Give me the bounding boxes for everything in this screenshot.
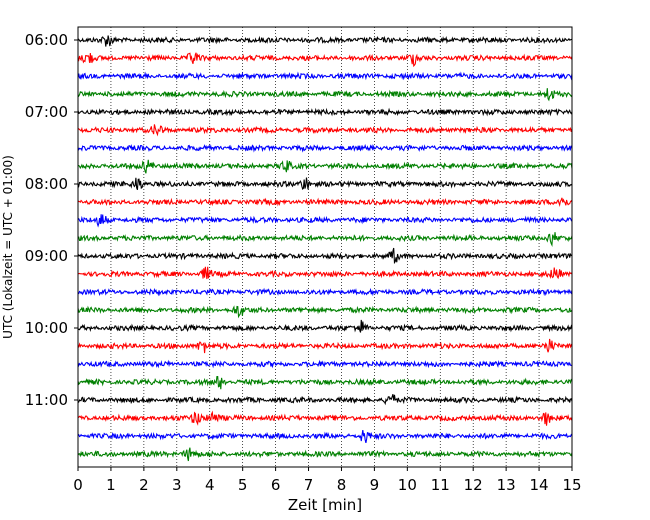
x-tick-label-0: 0 — [73, 476, 83, 494]
trace-1130 — [77, 430, 573, 444]
trace-0900 — [77, 247, 573, 265]
y-tick-label-0700: 07:00 — [25, 103, 68, 121]
x-tick-label-13: 13 — [497, 476, 516, 494]
y-tick-label-1000: 10:00 — [25, 319, 68, 337]
trace-0645 — [77, 88, 573, 102]
x-tick-label-11: 11 — [431, 476, 450, 494]
x-tick-label-3: 3 — [172, 476, 182, 494]
y-axis-label: UTC (Lokalzeit = UTC + 01:00) — [1, 155, 15, 339]
x-axis-label: Zeit [min] — [288, 496, 362, 514]
x-tick-label-15: 15 — [562, 476, 581, 494]
grid-lines — [110, 27, 540, 467]
trace-1030 — [77, 359, 573, 369]
y-tick-label-0900: 09:00 — [25, 247, 68, 265]
trace-0700 — [77, 107, 573, 117]
trace-0800 — [77, 177, 573, 191]
trace-0930 — [77, 287, 573, 297]
trace-1015 — [77, 338, 573, 354]
trace-1045 — [77, 375, 573, 390]
x-tick-label-4: 4 — [205, 476, 215, 494]
trace-0830 — [77, 214, 573, 228]
trace-1115 — [77, 410, 573, 426]
x-tick-label-12: 12 — [464, 476, 483, 494]
x-axis-ticks: 0 1 2 3 4 5 6 7 8 9 10 11 12 13 14 15 — [73, 467, 582, 494]
x-tick-label-7: 7 — [304, 476, 314, 494]
trace-0730 — [77, 143, 573, 153]
y-tick-label-0800: 08:00 — [25, 175, 68, 193]
trace-0745 — [77, 159, 573, 174]
trace-0715 — [77, 124, 573, 137]
trace-0945 — [77, 305, 573, 319]
y-tick-label-0600: 06:00 — [25, 31, 68, 49]
trace-1000 — [77, 319, 573, 333]
y-axis-ticks: 06:00 07:00 08:00 09:00 10:00 11:00 — [25, 31, 78, 409]
y-tick-label-1100: 11:00 — [25, 391, 68, 409]
trace-0815 — [77, 197, 573, 208]
x-tick-label-14: 14 — [530, 476, 549, 494]
trace-0600 — [77, 35, 573, 47]
x-tick-label-9: 9 — [370, 476, 380, 494]
trace-0615 — [77, 52, 573, 68]
x-tick-label-8: 8 — [337, 476, 347, 494]
trace-0845 — [77, 232, 573, 248]
x-tick-label-2: 2 — [139, 476, 149, 494]
x-tick-label-5: 5 — [238, 476, 248, 494]
x-tick-label-1: 1 — [106, 476, 116, 494]
x-tick-label-6: 6 — [271, 476, 281, 494]
trace-0630 — [77, 71, 573, 81]
plot-frame — [77, 26, 573, 468]
trace-1100 — [77, 394, 573, 406]
trace-1145 — [77, 447, 573, 462]
trace-0915 — [77, 266, 573, 280]
seismic-traces — [77, 35, 573, 462]
x-tick-label-10: 10 — [398, 476, 417, 494]
